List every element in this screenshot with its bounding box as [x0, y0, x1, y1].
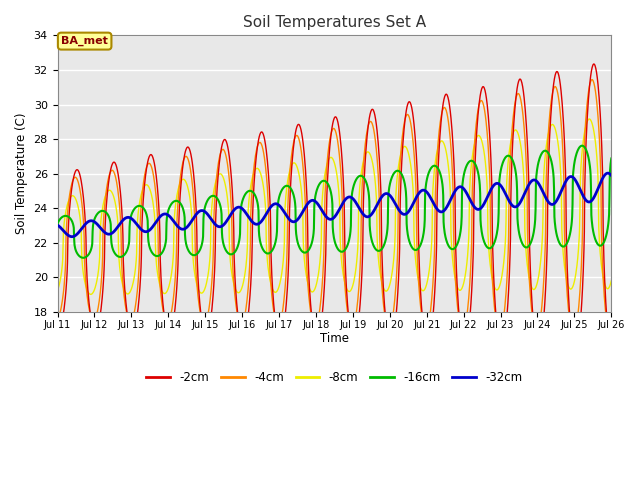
Y-axis label: Soil Temperature (C): Soil Temperature (C) [15, 113, 28, 234]
X-axis label: Time: Time [320, 333, 349, 346]
Title: Soil Temperatures Set A: Soil Temperatures Set A [243, 15, 426, 30]
Text: BA_met: BA_met [61, 36, 108, 46]
Legend: -2cm, -4cm, -8cm, -16cm, -32cm: -2cm, -4cm, -8cm, -16cm, -32cm [141, 367, 527, 389]
